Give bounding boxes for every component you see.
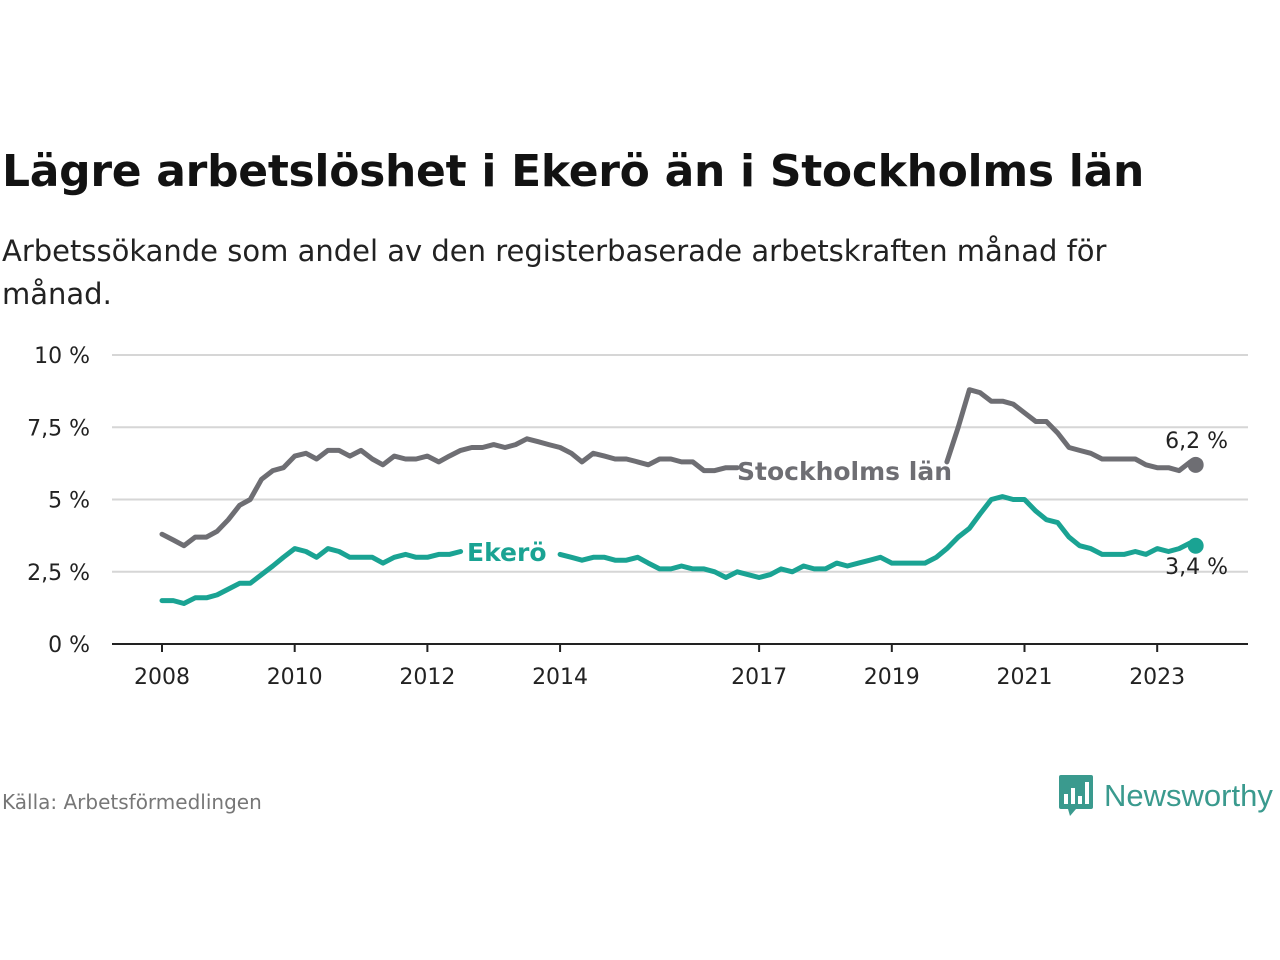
chart-title: Lägre arbetslöshet i Ekerö än i Stockhol… bbox=[2, 146, 1144, 197]
x-tick-label-0: 2008 bbox=[134, 665, 190, 690]
grid-lines bbox=[112, 354, 1248, 573]
series-label-ekero: Ekerö bbox=[467, 538, 547, 567]
series-end-point-1 bbox=[1187, 537, 1204, 554]
x-tick-label-6: 2021 bbox=[997, 665, 1053, 690]
series-end-point-0 bbox=[1187, 456, 1204, 473]
chart-subtitle: Arbetssökande som andel av den registerb… bbox=[2, 234, 1107, 311]
y-axis-ticks: 0 % 2,5 % 5 % 7,5 % 10 % bbox=[27, 344, 90, 658]
series-lines bbox=[159, 387, 1204, 606]
y-tick-label-1: 2,5 % bbox=[27, 561, 90, 586]
brand-name[interactable]: Newsworthy bbox=[1104, 778, 1273, 813]
x-tick-label-2: 2012 bbox=[399, 665, 455, 690]
series-line-0-segment-1 bbox=[944, 387, 1199, 474]
x-axis-ticks: 2008 2010 2012 2014 2017 2019 2021 2023 bbox=[134, 644, 1185, 690]
x-tick-label-1: 2010 bbox=[267, 665, 323, 690]
end-value-stockholm: 6,2 % bbox=[1165, 429, 1228, 454]
x-tick-label-7: 2023 bbox=[1129, 665, 1185, 690]
x-tick-label-5: 2019 bbox=[864, 665, 920, 690]
series-label-stockholm: Stockholms län bbox=[737, 457, 952, 486]
series-line-0-segment-0 bbox=[159, 436, 740, 549]
x-tick-label-4: 2017 bbox=[731, 665, 787, 690]
brand-logo[interactable]: Newsworthy bbox=[1058, 774, 1273, 818]
y-tick-label-3: 7,5 % bbox=[27, 416, 90, 441]
y-tick-label-4: 10 % bbox=[34, 344, 90, 369]
y-tick-label-0: 0 % bbox=[48, 633, 90, 658]
series-line-1-segment-1 bbox=[557, 494, 1199, 580]
series-line-1-segment-0 bbox=[159, 546, 464, 606]
x-tick-label-3: 2014 bbox=[532, 665, 588, 690]
source-note: Källa: Arbetsförmedlingen bbox=[2, 790, 262, 814]
newsworthy-icon bbox=[1059, 775, 1093, 816]
y-tick-label-2: 5 % bbox=[48, 489, 90, 514]
series-labels: Stockholms län Ekerö 6,2 % 3,4 % bbox=[467, 429, 1228, 580]
end-value-ekero: 3,4 % bbox=[1165, 555, 1228, 580]
